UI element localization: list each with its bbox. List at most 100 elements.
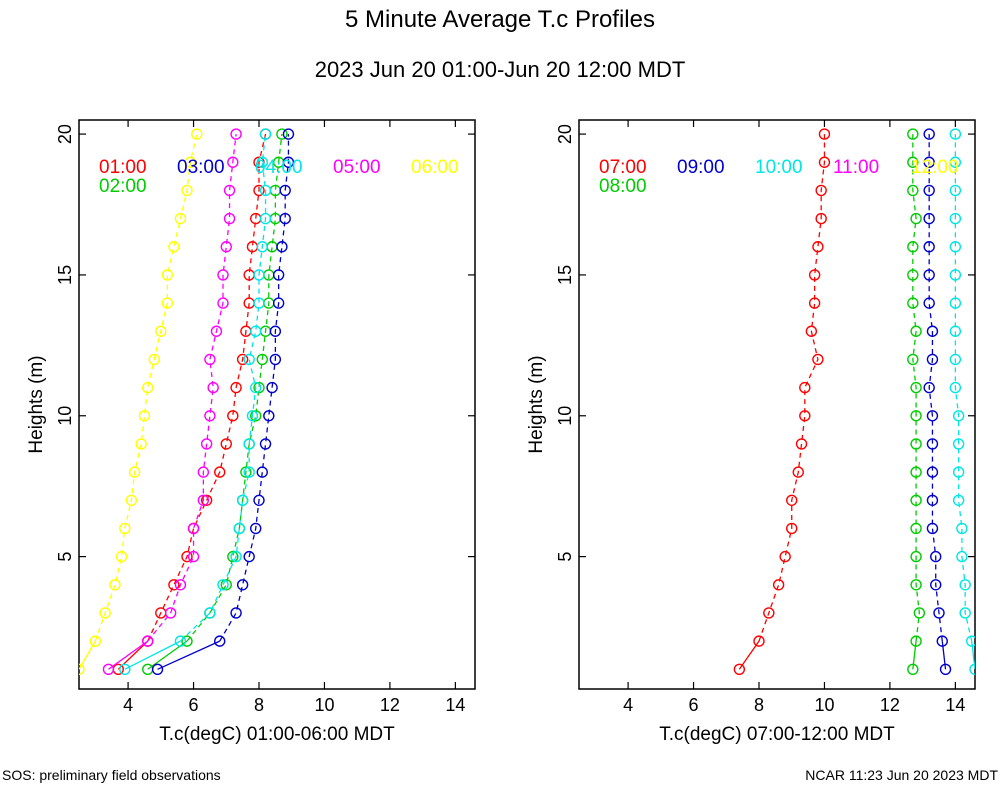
data-point	[200, 494, 213, 506]
data-point	[214, 466, 226, 478]
y-tick-label: 10	[55, 406, 75, 426]
data-point	[155, 325, 167, 337]
data-point	[181, 184, 193, 197]
data-point	[812, 241, 824, 253]
data-point	[939, 663, 952, 675]
series-0300	[151, 128, 295, 675]
data-point	[204, 607, 216, 619]
data-point	[966, 635, 975, 647]
data-point	[910, 550, 922, 563]
data-point	[923, 381, 935, 394]
data-point	[243, 438, 255, 450]
y-axis-label: Heights (m)	[26, 355, 47, 453]
page-subtitle: 2023 Jun 20 01:00-Jun 20 12:00 MDT	[314, 57, 686, 82]
data-point	[220, 579, 232, 591]
data-point	[142, 381, 154, 394]
data-point	[276, 128, 288, 140]
data-point	[161, 297, 174, 309]
series-0900	[923, 128, 952, 675]
data-point	[168, 579, 180, 591]
data-point	[910, 212, 922, 225]
x-tick-label: 6	[689, 695, 699, 715]
data-point	[240, 466, 252, 478]
legend-label: 07:00	[599, 157, 647, 178]
data-point	[930, 579, 942, 591]
data-point	[227, 410, 239, 422]
data-point	[923, 241, 935, 253]
data-point	[907, 241, 919, 253]
series-line	[954, 134, 973, 642]
data-point	[956, 550, 968, 563]
data-point	[115, 550, 128, 563]
data-point	[923, 184, 935, 197]
data-point	[142, 635, 154, 647]
data-point	[952, 410, 965, 422]
data-point	[808, 297, 821, 309]
data-point	[128, 466, 141, 478]
data-point	[253, 269, 265, 281]
data-point	[907, 156, 919, 168]
data-point	[168, 241, 180, 253]
series-line	[108, 640, 149, 670]
data-point	[805, 325, 818, 337]
data-point	[102, 663, 115, 675]
chart-panel-2: 4 6 8 10 12 14 5 10 15 20 T.c(degC) 07:00-12:00 MD…	[526, 119, 976, 745]
series-0800	[907, 128, 926, 675]
page-title: 5 Minute Average T.c Profiles	[345, 6, 655, 33]
series-line	[94, 133, 198, 642]
data-point	[174, 579, 187, 591]
data-point	[910, 522, 922, 535]
data-point	[148, 353, 160, 366]
data-point	[959, 579, 971, 591]
x-tick-label: 4	[623, 695, 633, 715]
y-tick-label: 20	[55, 124, 75, 144]
data-point	[818, 156, 831, 168]
data-point	[256, 466, 268, 478]
data-point	[949, 128, 962, 140]
data-point	[243, 466, 255, 478]
y-tick-label: 15	[55, 265, 75, 285]
data-point	[282, 156, 295, 168]
legend-label: 08:00	[599, 176, 647, 197]
data-point	[279, 212, 291, 225]
data-point	[119, 663, 131, 675]
data-point	[230, 381, 242, 394]
data-point	[949, 381, 962, 394]
data-point	[217, 269, 229, 281]
data-point	[952, 466, 965, 478]
data-point	[272, 297, 285, 309]
legend-label: 05:00	[333, 157, 381, 178]
data-point	[191, 128, 203, 140]
data-point	[220, 241, 232, 253]
data-point	[926, 522, 939, 535]
data-point	[923, 212, 935, 225]
series-line	[180, 134, 267, 642]
data-point	[250, 381, 262, 394]
data-point	[204, 410, 216, 422]
data-point	[253, 297, 265, 309]
data-point	[923, 156, 935, 168]
data-point	[269, 325, 282, 337]
data-point	[786, 522, 798, 535]
data-point	[250, 325, 262, 337]
data-point	[907, 297, 919, 309]
data-point	[250, 410, 262, 422]
x-tick-label: 8	[254, 695, 264, 715]
y-axis-label: Heights (m)	[526, 355, 547, 453]
data-point	[217, 297, 229, 309]
data-point	[187, 550, 200, 563]
data-point	[259, 184, 272, 197]
data-point	[952, 438, 965, 450]
series-line	[912, 134, 921, 642]
data-point	[151, 663, 164, 675]
data-point	[243, 550, 255, 563]
series-0600	[79, 128, 203, 675]
data-point	[923, 269, 935, 281]
data-point	[949, 297, 962, 309]
x-tick-label: 14	[945, 695, 965, 715]
x-tick-label: 12	[880, 695, 900, 715]
data-point	[815, 184, 827, 197]
data-point	[956, 522, 968, 535]
data-point	[753, 635, 765, 647]
data-point	[279, 184, 291, 197]
